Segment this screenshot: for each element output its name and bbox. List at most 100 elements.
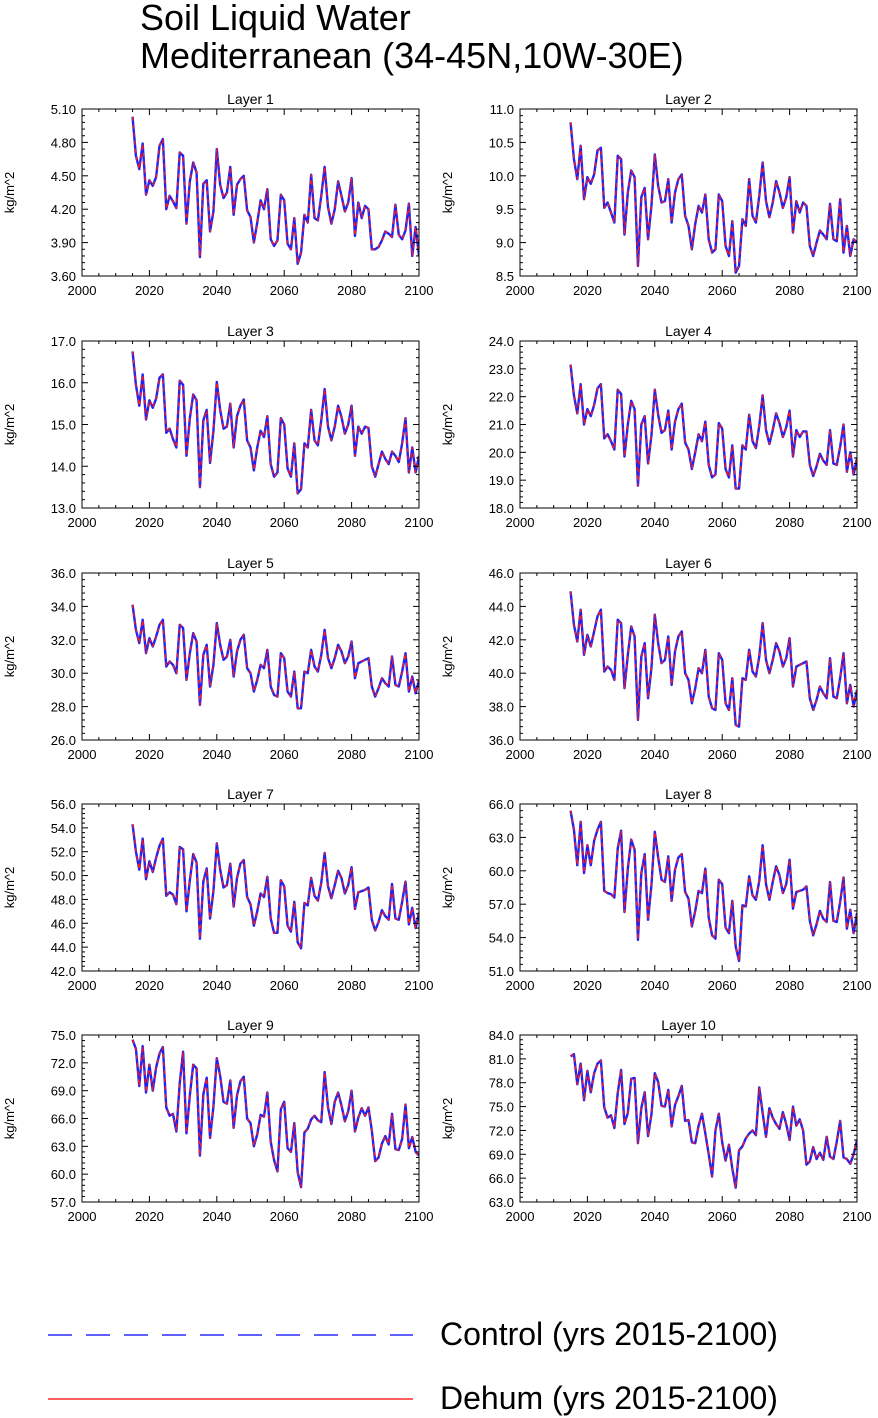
x-tick-label: 2060 [708,747,737,762]
y-tick-label: 81.0 [489,1052,514,1067]
panel-title: Layer 6 [665,555,712,571]
y-tick-label: 72.0 [51,1056,76,1071]
x-tick-label: 2000 [68,747,97,762]
y-tick-label: 42.0 [489,633,514,648]
x-tick-label: 2080 [337,283,366,298]
y-tick-label: 56.0 [51,797,76,812]
series-line-control [131,604,419,710]
y-tick-label: 63.0 [489,830,514,845]
y-tick-label: 4.20 [51,202,76,217]
panel-title: Layer 3 [227,323,274,339]
y-tick-label: 13.0 [51,501,76,516]
y-tick-label: 21.0 [489,418,514,433]
x-tick-label: 2040 [202,1209,231,1224]
y-tick-label: 15.0 [51,418,76,433]
panel-title: Layer 2 [665,91,712,107]
x-tick-label: 2080 [775,283,804,298]
y-tick-label: 34.0 [51,599,76,614]
series-line-dehum [131,824,419,949]
y-tick-label: 11.0 [490,102,514,117]
legend-swatch-dehum [48,1397,413,1400]
chart-panel-5: Layer 5 kg/m^2 2000 2020 2040 2060 2080 2100 26.… [2,555,433,762]
y-tick-label: 19.0 [489,473,514,488]
y-tick-label: 4.50 [51,169,76,184]
x-tick-label: 2060 [270,283,299,298]
panel-title: Layer 4 [665,323,712,339]
x-tick-label: 2080 [337,747,366,762]
y-tick-label: 66.0 [489,1171,514,1186]
panel-title: Layer 8 [665,786,712,802]
y-tick-label: 9.5 [496,202,514,217]
y-tick-label: 4.80 [51,135,76,150]
figure-title-line-1: Soil Liquid Water [140,0,411,38]
x-tick-label: 2040 [202,515,231,530]
x-tick-label: 2080 [775,1209,804,1224]
chart-panel-10: Layer 10 kg/m^2 2000 2020 2040 2060 2080 2100 63… [440,1017,871,1224]
x-tick-label: 2080 [775,747,804,762]
y-tick-label: 22.0 [489,390,514,405]
x-tick-label: 2000 [68,283,97,298]
x-tick-label: 2040 [640,1209,669,1224]
x-tick-label: 2020 [135,747,164,762]
series-line-dehum [131,351,419,495]
y-axis-label: kg/m^2 [2,172,17,214]
plot-frame [81,340,420,509]
y-tick-label: 5.10 [51,102,76,117]
x-tick-label: 2040 [640,978,669,993]
y-tick-label: 8.5 [496,269,514,284]
y-tick-label: 30.0 [51,666,76,681]
figure-title: Soil Liquid Water Mediterranean (34-45N,… [140,0,684,76]
y-tick-label: 54.0 [51,821,76,836]
y-tick-label: 3.60 [51,269,76,284]
figure-title-line-2: Mediterranean (34-45N,10W-30E) [140,35,684,76]
series-line-dehum [569,810,857,962]
legend-label-control: Control (yrs 2015-2100) [440,1316,778,1352]
y-tick-label: 46.0 [489,566,514,581]
y-axis-label: kg/m^2 [440,867,455,909]
x-tick-label: 2060 [270,515,299,530]
x-tick-label: 2080 [337,978,366,993]
x-tick-label: 2020 [573,747,602,762]
legend-label-dehum: Dehum (yrs 2015-2100) [440,1380,778,1416]
x-tick-label: 2100 [843,747,872,762]
y-tick-label: 28.0 [51,700,76,715]
series-line-control [569,364,857,490]
x-tick-label: 2060 [708,283,737,298]
y-tick-label: 46.0 [51,916,76,931]
x-tick-label: 2100 [843,515,872,530]
x-tick-label: 2000 [506,283,535,298]
y-tick-label: 69.0 [489,1147,514,1162]
series-line-dehum [569,364,857,490]
y-tick-label: 18.0 [489,501,514,516]
chart-panels: Layer 1 kg/m^2 2000 2020 2040 2060 2080 2100 3.6… [2,91,872,1224]
series-line-dehum [131,604,419,709]
y-tick-label: 54.0 [489,931,514,946]
panel-title: Layer 10 [661,1017,716,1033]
chart-panel-3: Layer 3 kg/m^2 2000 2020 2040 2060 2080 2100 13.… [2,323,433,530]
x-tick-label: 2000 [506,978,535,993]
plot-frame [81,572,420,741]
x-tick-label: 2100 [405,283,434,298]
chart-panel-8: Layer 8 kg/m^2 2000 2020 2040 2060 2080 2100 51.… [440,786,871,993]
x-tick-label: 2020 [135,1209,164,1224]
x-tick-label: 2060 [270,978,299,993]
y-tick-label: 63.0 [489,1195,514,1210]
series-line-dehum [131,1039,419,1188]
legend-item-control: Control (yrs 2015-2100) [0,1314,878,1354]
plot-frame [519,1034,858,1203]
x-tick-label: 2080 [337,515,366,530]
x-tick-label: 2040 [202,978,231,993]
y-tick-label: 72.0 [489,1123,514,1138]
x-tick-label: 2060 [708,978,737,993]
x-tick-label: 2080 [337,1209,366,1224]
y-tick-label: 75.0 [51,1028,76,1043]
x-tick-label: 2100 [405,1209,434,1224]
y-tick-label: 42.0 [51,964,76,979]
plot-frame [81,108,420,277]
legend-item-dehum: Dehum (yrs 2015-2100) [0,1378,878,1418]
y-tick-label: 48.0 [51,892,76,907]
y-tick-label: 23.0 [489,362,514,377]
charts-svg: Layer 1 kg/m^2 2000 2020 2040 2060 2080 2100 3.6… [2,91,872,1224]
legend-swatch-control [48,1333,413,1336]
y-tick-label: 36.0 [51,566,76,581]
